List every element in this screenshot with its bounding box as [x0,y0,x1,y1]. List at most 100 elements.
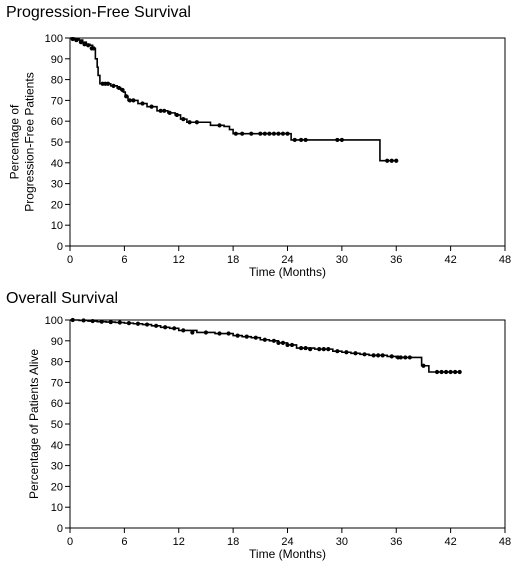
y-tick-label: 10 [51,220,63,232]
censor-mark [249,131,254,136]
censor-mark [120,87,125,93]
chart-panel-1: 0 10 20 30 40 50 60 70 80 90 100 0 6 12 18 24 30 36 42 48 Ti… [8,33,512,279]
x-tick-label: 12 [173,254,185,266]
censor-mark [124,94,129,99]
censor-mark [276,340,281,345]
censor-mark [453,369,458,375]
censor-mark [326,347,331,352]
censor-mark [303,345,308,351]
y-tick-label: 20 [51,481,63,493]
censor-mark [190,330,195,335]
censor-mark [105,81,111,86]
censor-mark [385,158,390,163]
censor-mark [78,40,83,45]
y-tick-label: 60 [51,398,63,410]
censor-mark [70,36,75,42]
censor-mark [135,321,141,326]
x-axis-title: Time (Months) [249,547,326,561]
y-tick-label: 50 [51,419,63,431]
censor-mark [389,158,394,163]
chart-panel-2: 0 10 20 30 40 50 60 70 80 90 100 0 6 12 18 24 30 36 42 48 Ti… [27,315,511,561]
x-tick-label: 18 [227,536,239,548]
censor-mark [240,131,245,136]
x-tick-label: 42 [445,536,457,548]
censor-mark [226,331,231,336]
y-axis-title: Percentage of Patients Alive [27,349,41,499]
y-tick-label: 40 [51,440,63,452]
x-tick-label: 42 [445,254,457,266]
x-tick-label: 48 [499,536,511,548]
y-tick-label: 40 [51,158,63,170]
censor-mark [262,337,267,342]
x-tick-label: 12 [173,536,185,548]
censor-mark [70,317,75,323]
censor-mark [167,110,172,115]
censor-mark [339,137,344,143]
censor-mark [389,354,394,359]
censor-mark [235,333,240,338]
censor-mark [172,326,177,331]
censor-mark [335,137,340,143]
censor-mark [90,318,95,324]
y-tick-label: 10 [51,502,63,514]
censor-mark [271,338,277,343]
censor-mark [233,131,238,136]
censor-mark [91,46,96,51]
x-tick-label: 36 [390,254,402,266]
y-tick-label: 20 [51,199,63,211]
plot-frame [69,37,506,247]
censor-mark [434,369,440,375]
censor-mark [253,335,258,340]
censor-mark [289,342,295,348]
y-tick-label: 0 [57,523,63,535]
censor-mark [267,131,272,136]
censor-mark [117,320,122,325]
chart-title-progression-free: Progression-Free Survival [6,4,191,21]
censor-mark [181,328,186,333]
censor-mark [362,352,367,357]
censor-mark [280,131,286,136]
censor-mark [407,355,412,360]
censor-mark [335,349,340,354]
x-tick-label: 48 [499,254,511,266]
censor-mark [303,137,308,143]
y-tick-label: 90 [51,336,63,348]
y-tick-label: 60 [51,116,63,128]
censor-mark [394,158,399,163]
censor-mark [153,323,159,328]
censor-mark [174,112,180,118]
censor-mark [108,319,113,325]
censor-mark [448,369,453,375]
x-tick-label: 6 [121,536,127,548]
censor-mark [99,319,104,324]
x-tick-label: 24 [281,536,293,548]
y-tick-label: 30 [51,461,63,473]
y-tick-label: 80 [51,75,63,87]
censor-mark [344,350,349,355]
x-tick-label: 30 [336,254,348,266]
censor-mark [258,131,263,136]
x-tick-label: 18 [227,254,239,266]
censor-mark [371,353,376,358]
censor-mark [262,131,267,136]
y-tick-label: 70 [51,377,63,389]
y-tick-label: 0 [57,241,63,253]
x-axis-title: Time (Months) [249,265,326,279]
censor-mark [280,340,286,345]
x-tick-label: 0 [67,254,73,266]
censor-mark [317,347,322,352]
censor-mark [271,131,277,136]
censor-mark [131,98,136,103]
censor-mark [158,108,163,113]
censor-mark [81,318,86,323]
censor-mark [457,369,462,375]
censor-mark [292,137,297,143]
censor-mark [398,355,403,360]
censor-mark [298,345,304,351]
y-tick-label: 80 [51,357,63,369]
y-tick-label: 100 [45,315,63,327]
censor-mark [217,123,222,128]
censor-mark [140,101,145,106]
censor-mark [194,120,199,125]
censor-mark [181,117,186,122]
